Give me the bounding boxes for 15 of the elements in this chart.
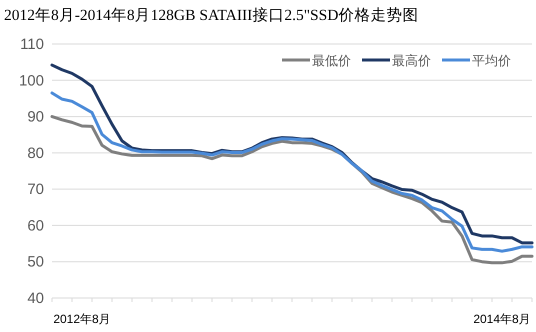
legend-label: 最低价	[312, 53, 351, 68]
y-tick-label: 50	[27, 254, 44, 271]
line-series	[50, 91, 534, 253]
x-tick-label: 2014年8月	[473, 312, 531, 326]
chart-title: 2012年8月-2014年8月128GB SATAIII接口2.5"SSD价格走势图	[4, 6, 418, 24]
y-tick-label: 40	[27, 290, 44, 307]
legend-label: 平均价	[472, 53, 511, 68]
y-tick-label: 80	[27, 144, 44, 162]
y-tick-label: 100	[18, 72, 44, 90]
y-tick-label: 60	[27, 217, 44, 234]
y-tick-label: 90	[27, 108, 44, 126]
y-tick-label: 70	[27, 181, 44, 198]
legend-label: 最高价	[392, 53, 431, 68]
x-tick-label: 2012年8月	[53, 312, 111, 326]
y-tick-label: 110	[20, 36, 44, 53]
